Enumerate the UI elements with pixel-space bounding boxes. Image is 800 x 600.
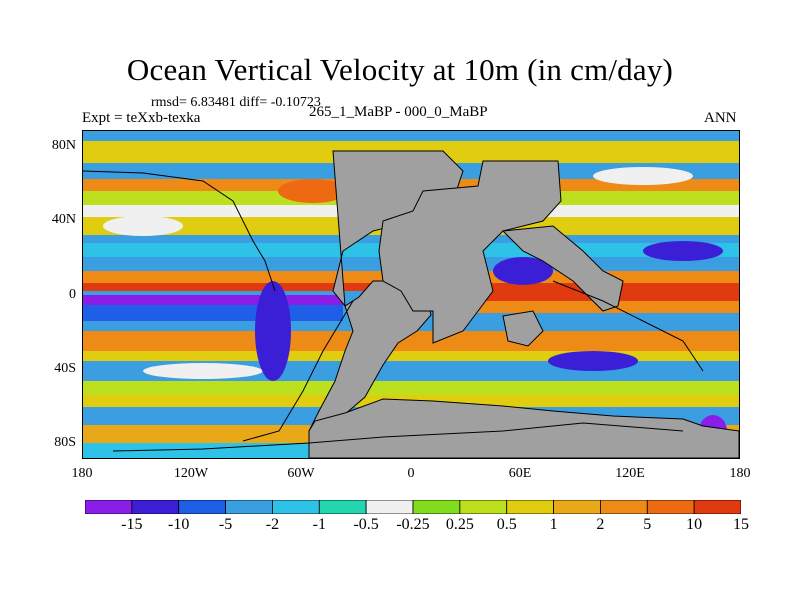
x-tick-label: 180 xyxy=(729,466,751,481)
field-patch xyxy=(643,241,723,261)
colorbar-label: -5 xyxy=(218,516,233,533)
colorbar-swatch xyxy=(318,500,367,514)
map-panel xyxy=(82,130,740,459)
field-band xyxy=(83,305,343,321)
colorbar-swatch xyxy=(178,500,226,514)
land-mask-asia xyxy=(501,225,624,312)
field-patch xyxy=(278,179,348,203)
colorbar-label: 0.25 xyxy=(445,516,474,533)
coastline xyxy=(83,170,276,292)
colorbar-swatch xyxy=(85,500,133,514)
colorbar-label: -0.5 xyxy=(353,516,379,533)
colorbar-swatch xyxy=(600,500,648,514)
colorbar xyxy=(85,500,741,514)
colorbar-swatch xyxy=(225,500,273,514)
colorbar-swatch xyxy=(459,500,508,514)
y-tick-label: 0 xyxy=(69,287,76,302)
y-tick-label: 40S xyxy=(54,361,76,376)
colorbar-swatch xyxy=(272,500,320,514)
field-patch xyxy=(103,216,183,236)
field-patch xyxy=(255,281,291,381)
field-band xyxy=(83,351,739,361)
rmsd-diff-stats: rmsd= 6.83481 diff= -0.10723 xyxy=(151,95,321,110)
field-band xyxy=(83,381,739,395)
colorbar-label: 10 xyxy=(686,516,703,533)
colorbar-swatch xyxy=(365,500,414,514)
coastline xyxy=(552,280,704,372)
field-patch xyxy=(493,257,553,285)
x-tick-label: 0 xyxy=(407,466,415,481)
colorbar-swatch xyxy=(506,500,554,514)
colorbar-label: -15 xyxy=(121,516,143,533)
colorbar-label: 15 xyxy=(733,516,749,533)
colorbar-label: 5 xyxy=(643,516,652,533)
y-tick-label: 80N xyxy=(51,138,76,153)
colorbar-label: 0.5 xyxy=(496,516,517,533)
velocity-field-map xyxy=(83,131,739,458)
colorbar-swatch xyxy=(131,500,180,514)
season-label: ANN xyxy=(704,110,737,126)
field-patch xyxy=(548,351,638,371)
colorbar-swatch xyxy=(646,500,695,514)
colorbar-label: -1 xyxy=(312,516,326,533)
plot-title: Ocean Vertical Velocity at 10m (in cm/da… xyxy=(126,52,674,87)
x-tick-label: 120W xyxy=(173,466,209,481)
colorbar-label: 2 xyxy=(596,516,605,533)
land-mask-africa-eurasia xyxy=(378,160,562,344)
x-tick-label: 60W xyxy=(287,466,315,481)
land-mask-islands xyxy=(502,310,544,347)
x-tick-label: 120E xyxy=(615,466,645,481)
colorbar-swatch xyxy=(693,500,741,514)
y-tick-label: 80S xyxy=(54,435,76,450)
experiment-label: Expt = teXxb-texka xyxy=(82,110,201,126)
colorbar-label: -10 xyxy=(168,516,190,533)
colorbar-swatch xyxy=(553,500,601,514)
colorbar-swatch xyxy=(412,500,461,514)
field-patch xyxy=(593,167,693,185)
y-tick-label: 40N xyxy=(51,212,76,227)
coastline xyxy=(112,422,684,452)
x-tick-label: 60E xyxy=(508,466,532,481)
colorbar-label: -0.25 xyxy=(396,516,430,533)
field-band xyxy=(83,295,343,305)
cases-label: 265_1_MaBP - 000_0_MaBP xyxy=(309,104,488,120)
colorbar-label: 1 xyxy=(549,516,558,533)
coastline xyxy=(242,300,354,442)
colorbar-label: -2 xyxy=(265,516,280,533)
field-patch xyxy=(143,363,263,379)
x-tick-label: 180 xyxy=(71,466,93,481)
field-band xyxy=(453,301,739,313)
field-band xyxy=(83,331,739,351)
